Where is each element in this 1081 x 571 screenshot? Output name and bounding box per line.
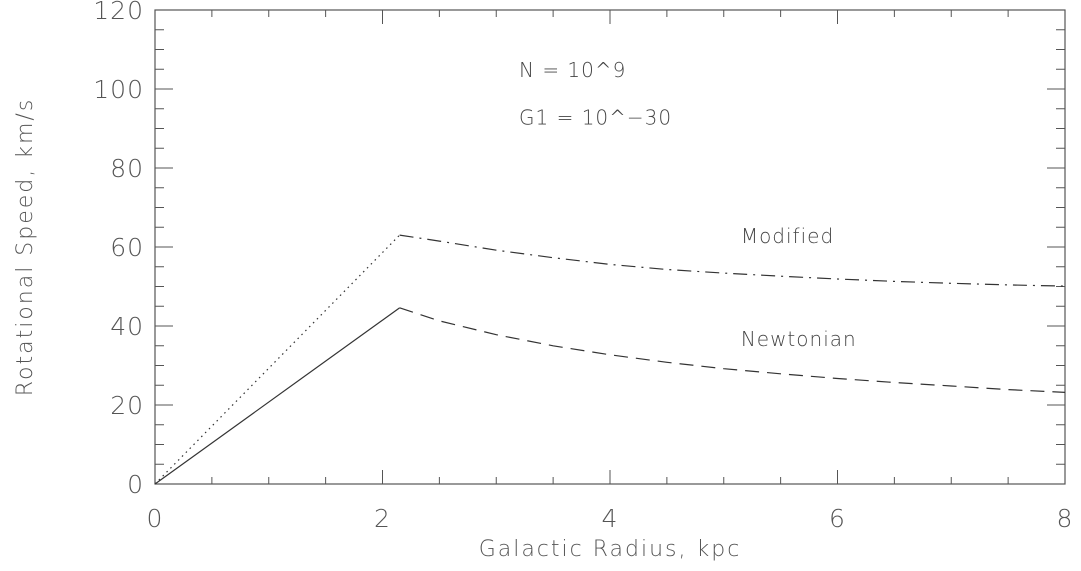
series-newtonian	[154, 307, 1066, 485]
y-tick-label: 40	[110, 312, 144, 341]
y-tick-label: 60	[110, 233, 144, 262]
series-modified	[154, 234, 1066, 485]
x-tick-label: 6	[829, 504, 846, 533]
y-tick-label: 20	[110, 391, 144, 420]
annotation-2: Modified	[741, 224, 834, 248]
annotation-1: G1 = 10^−30	[519, 106, 672, 130]
annotation-3: Newtonian	[741, 327, 857, 351]
x-tick-label: 8	[1057, 504, 1074, 533]
x-axis-title: Galactic Radius, kpc	[479, 537, 742, 562]
series-layer	[154, 234, 1066, 485]
y-tick-label: 80	[110, 154, 144, 183]
series-inner-segment	[154, 234, 400, 485]
x-tick-label: 2	[374, 504, 391, 533]
y-tick-label: 0	[127, 470, 144, 499]
axis-ticks	[154, 9, 1066, 485]
y-tick-label: 120	[93, 0, 144, 25]
y-axis-title: Rotational Speed, km/s	[13, 98, 38, 397]
series-outer-curve	[399, 307, 1066, 393]
y-tick-label: 100	[93, 75, 144, 104]
series-outer-curve	[399, 234, 1066, 287]
annotations-layer: N = 10^9 G1 = 10^−30 Modified Newtonian	[519, 58, 857, 351]
x-tick-label: 0	[147, 504, 164, 533]
annotation-0: N = 10^9	[519, 58, 626, 82]
series-inner-segment	[154, 307, 400, 485]
x-tick-label: 4	[602, 504, 619, 533]
